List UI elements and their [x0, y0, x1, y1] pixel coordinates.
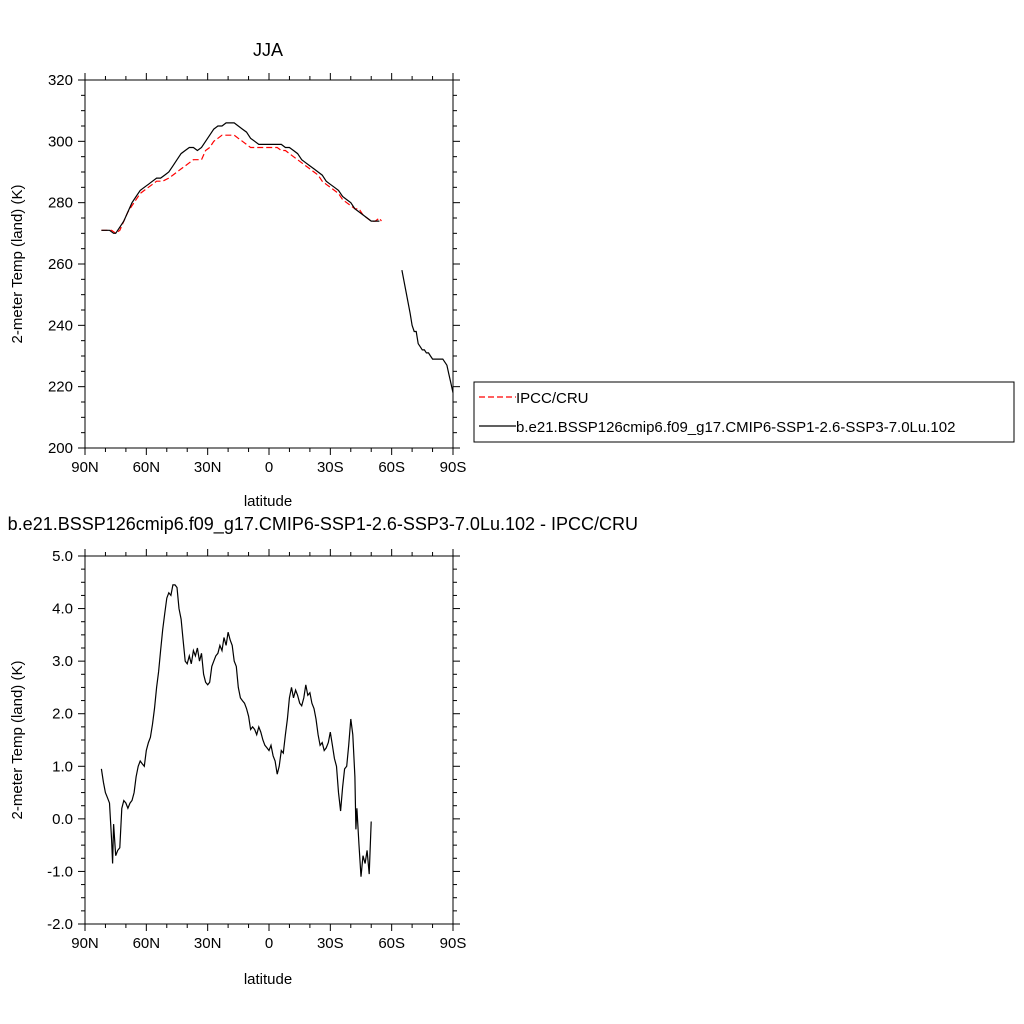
x-tick-label: 0 — [265, 459, 273, 476]
bottom-plot-frame — [84, 555, 454, 925]
top-plot-frame — [84, 79, 454, 449]
bottom-chart-title: b.e21.BSSP126cmip6.f09_g17.CMIP6-SSP1-2.… — [8, 514, 638, 535]
y-tick-label: 2.0 — [52, 706, 73, 723]
y-tick-label: 3.0 — [52, 653, 73, 670]
legend-label-ipcc-cru: IPCC/CRU — [516, 390, 589, 407]
bottom-x-ticks: 90N 60N 30N 0 30S 60S 90S — [71, 549, 466, 952]
top-chart: JJA 200 220 240 260 280 300 320 90N 60N 30N 0 30S 6… — [9, 40, 466, 510]
legend: IPCC/CRU b.e21.BSSP126cmip6.f09_g17.CMIP… — [473, 381, 1015, 443]
x-tick-label: 90N — [71, 935, 99, 952]
top-series-0-line-segment-0 — [101, 134, 382, 235]
x-tick-label: 30S — [317, 935, 344, 952]
y-tick-label: -1.0 — [47, 863, 73, 880]
y-tick-label: -2.0 — [47, 916, 73, 933]
y-tick-label: 220 — [48, 379, 73, 396]
x-tick-label: 0 — [265, 935, 273, 952]
bottom-y-axis-label: 2-meter Temp (land) (K) — [9, 661, 26, 820]
top-x-axis-label: latitude — [244, 493, 292, 510]
y-tick-label: 5.0 — [52, 548, 73, 565]
top-series-lines — [101, 122, 454, 393]
top-y-ticks: 200 220 240 260 280 300 320 — [48, 72, 460, 457]
x-tick-label: 30N — [194, 935, 222, 952]
x-tick-label: 60S — [378, 459, 405, 476]
y-tick-label: 200 — [48, 440, 73, 457]
top-series-1-line-segment-1 — [401, 269, 454, 393]
x-tick-label: 60N — [133, 459, 161, 476]
y-tick-label: 300 — [48, 133, 73, 150]
y-tick-label: 1.0 — [52, 758, 73, 775]
legend-label-model: b.e21.BSSP126cmip6.f09_g17.CMIP6-SSP1-2.… — [516, 419, 955, 436]
y-tick-label: 4.0 — [52, 601, 73, 618]
legend-box — [473, 381, 1015, 443]
top-y-axis-label: 2-meter Temp (land) (K) — [9, 185, 26, 344]
y-tick-label: 240 — [48, 317, 73, 334]
bottom-series-lines — [100, 584, 372, 877]
x-tick-label: 30N — [194, 459, 222, 476]
y-tick-label: 0.0 — [52, 811, 73, 828]
x-tick-label: 90S — [440, 459, 467, 476]
top-chart-title: JJA — [253, 40, 283, 60]
y-tick-label: 320 — [48, 72, 73, 89]
x-tick-label: 90S — [440, 935, 467, 952]
x-tick-label: 60N — [133, 935, 161, 952]
y-tick-label: 260 — [48, 256, 73, 273]
bottom-y-ticks: -2.0 -1.0 0.0 1.0 2.0 3.0 4.0 5.0 — [47, 548, 460, 933]
bottom-chart: b.e21.BSSP126cmip6.f09_g17.CMIP6-SSP1-2.… — [8, 514, 638, 988]
bottom-series-0-line-segment-0 — [100, 584, 372, 877]
x-tick-label: 60S — [378, 935, 405, 952]
top-series-1-line-segment-0 — [101, 122, 380, 234]
x-tick-label: 90N — [71, 459, 99, 476]
x-tick-label: 30S — [317, 459, 344, 476]
bottom-x-axis-label: latitude — [244, 971, 292, 988]
top-x-ticks: 90N 60N 30N 0 30S 60S 90S — [71, 73, 466, 476]
y-tick-label: 280 — [48, 195, 73, 212]
